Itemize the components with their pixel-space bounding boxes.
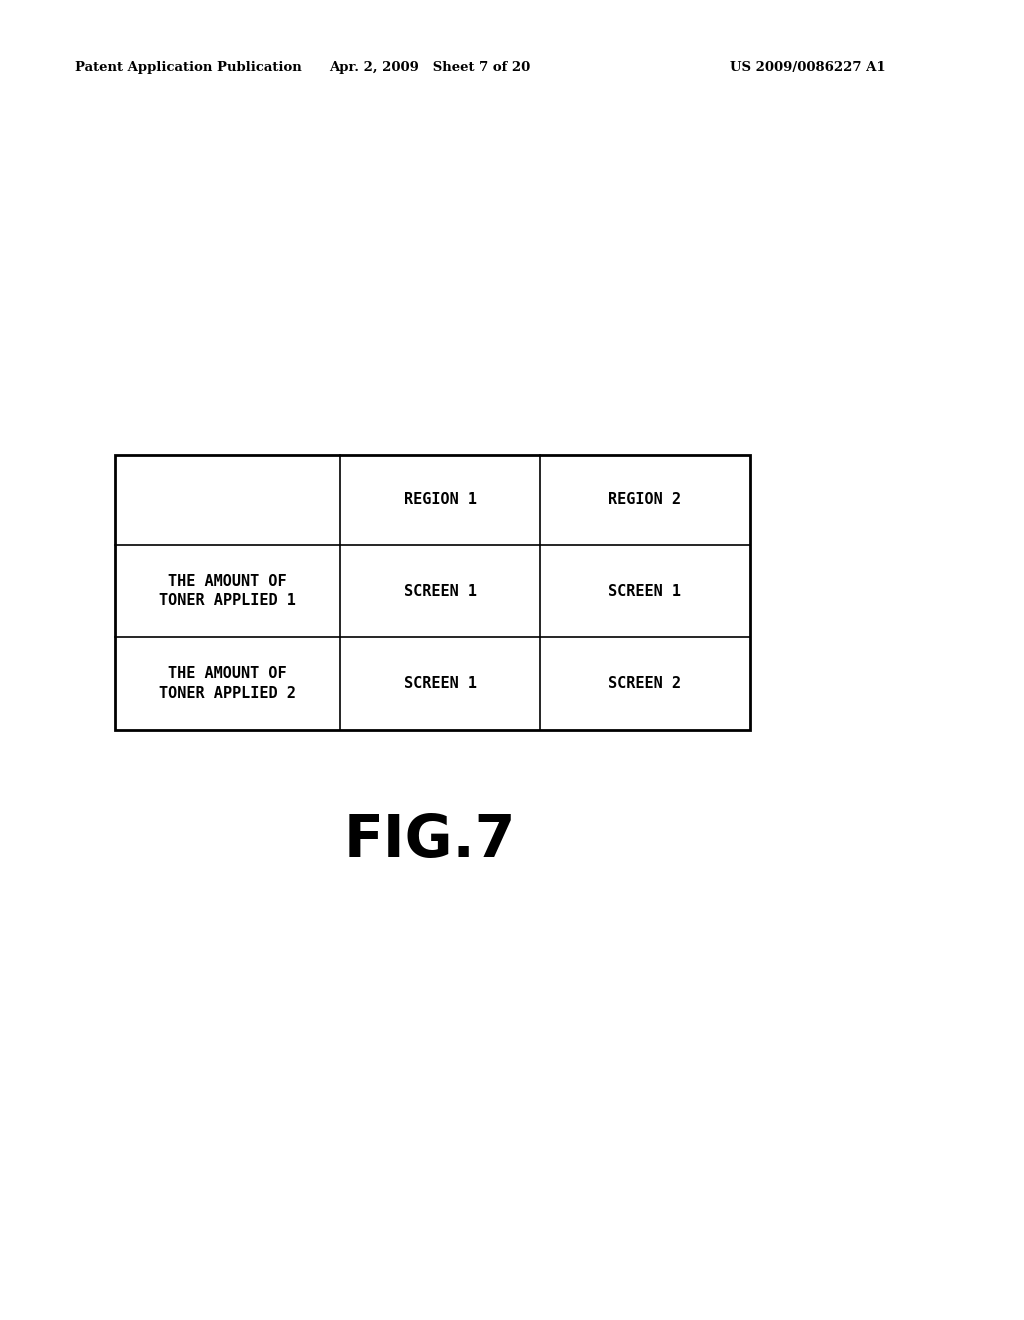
Bar [115,455,750,730]
Text: REGION 2: REGION 2 [608,492,682,507]
Text: THE AMOUNT OF
TONER APPLIED 2: THE AMOUNT OF TONER APPLIED 2 [159,667,296,701]
Text: REGION 1: REGION 1 [403,492,476,507]
Text: SCREEN 1: SCREEN 1 [403,676,476,690]
Text: SCREEN 1: SCREEN 1 [608,583,682,598]
Text: Apr. 2, 2009   Sheet 7 of 20: Apr. 2, 2009 Sheet 7 of 20 [330,62,530,74]
Text: FIG.7: FIG.7 [344,812,516,869]
Text: Patent Application Publication: Patent Application Publication [75,62,302,74]
Text: THE AMOUNT OF
TONER APPLIED 1: THE AMOUNT OF TONER APPLIED 1 [159,574,296,609]
Text: SCREEN 1: SCREEN 1 [403,583,476,598]
Text: SCREEN 2: SCREEN 2 [608,676,682,690]
Text: US 2009/0086227 A1: US 2009/0086227 A1 [730,62,886,74]
